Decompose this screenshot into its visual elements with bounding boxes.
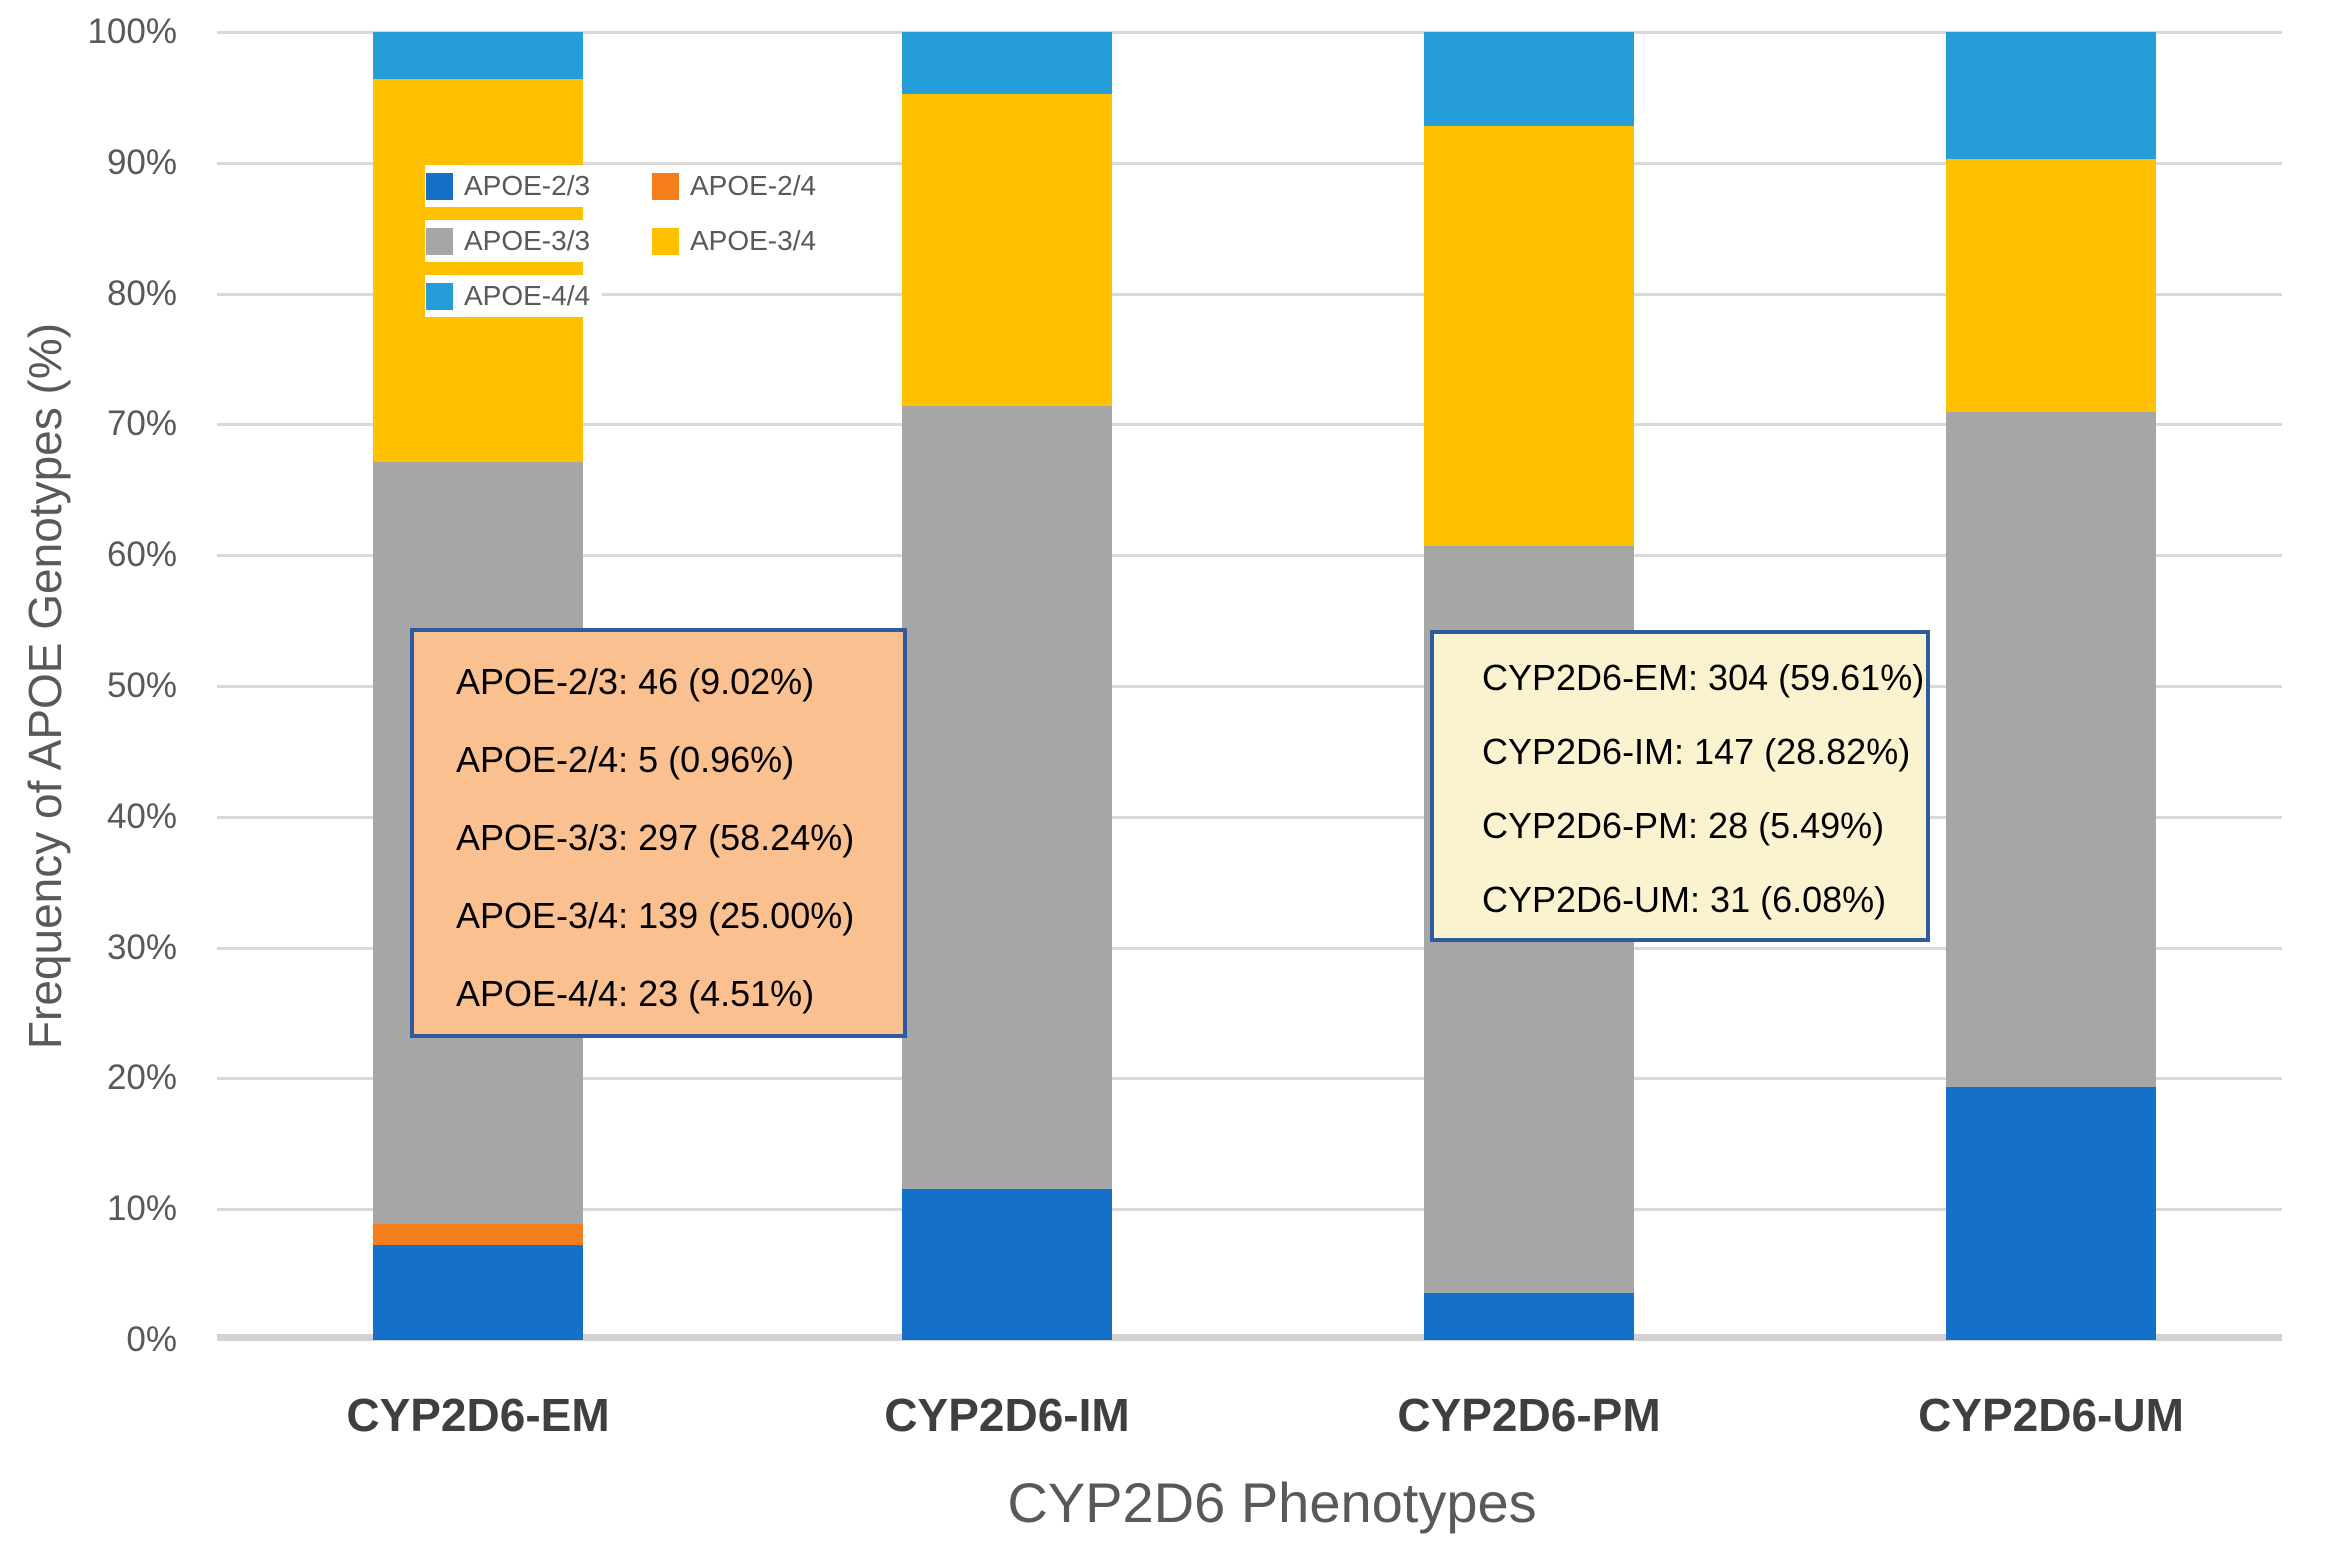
x-category-labels: CYP2D6-EM CYP2D6-IM CYP2D6-PM CYP2D6-UM xyxy=(0,1388,2338,1448)
gridline-30 xyxy=(217,946,2282,950)
gridline-60 xyxy=(217,554,2282,558)
y-tick-label-70: 70% xyxy=(106,404,177,444)
cyp2d6-annotation-line-4: CYP2D6-UM: 31 (6.08%) xyxy=(1482,879,1887,920)
x-axis-title: CYP2D6 Phenotypes xyxy=(1007,1471,1537,1534)
segment-apoe-2/4-cyp2d6-em xyxy=(373,1223,583,1246)
legend-item-apoe-3/3: APOE-3/3 xyxy=(426,225,652,257)
legend-swatch-apoe-2/3 xyxy=(426,172,453,200)
legend-label: APOE-2/3 xyxy=(464,170,591,201)
y-tick-label-0: 0% xyxy=(126,1320,177,1359)
segment-apoe-2/3-cyp2d6-em xyxy=(373,1245,583,1340)
x-category-label-cyp2d6-em: CYP2D6-EM xyxy=(346,1389,610,1441)
gridline-40 xyxy=(217,815,2282,819)
y-tick-label-90: 90% xyxy=(106,142,177,182)
bar-cyp2d6-im xyxy=(902,32,1112,1340)
gridline-90 xyxy=(217,161,2282,165)
legend-item-apoe-3/4: APOE-3/4 xyxy=(652,225,816,257)
segment-apoe-2/3-cyp2d6-im xyxy=(902,1188,1112,1340)
legend-item-apoe-2/4: APOE-2/4 xyxy=(652,170,816,202)
apoe-annotation-line-4: APOE-3/4: 139 (25.00%) xyxy=(456,895,855,936)
segment-apoe-2/3-cyp2d6-um xyxy=(1946,1086,2156,1340)
legend-swatch-apoe-3/3 xyxy=(426,227,453,255)
x-category-label-cyp2d6-um: CYP2D6-UM xyxy=(1918,1389,2184,1441)
segment-apoe-3/4-cyp2d6-um xyxy=(1946,158,2156,412)
legend-swatch-apoe-3/4 xyxy=(652,227,679,255)
apoe-annotation-line-2: APOE-2/4: 5 (0.96%) xyxy=(456,739,795,780)
plot-area: APOE-2/3 APOE-2/4 APOE-3/3 APOE-3/4 APOE-4/4… xyxy=(217,31,2282,1341)
y-tick-label-20: 20% xyxy=(106,1058,177,1098)
segment-apoe-3/4-cyp2d6-pm xyxy=(1424,125,1634,546)
gridline-20 xyxy=(217,1077,2282,1081)
legend-swatch-apoe-2/4 xyxy=(652,172,679,200)
cyp2d6-annotation-line-1: CYP2D6-EM: 304 (59.61%) xyxy=(1482,657,1925,698)
gridline-100 xyxy=(217,31,2282,34)
gridline-70 xyxy=(217,423,2282,427)
x-category-label-cyp2d6-im: CYP2D6-IM xyxy=(884,1389,1130,1441)
x-category-label-cyp2d6-pm: CYP2D6-PM xyxy=(1397,1389,1661,1441)
legend-item-apoe-2/3: APOE-2/3 xyxy=(426,170,652,202)
apoe-annotation-line-5: APOE-4/4: 23 (4.51%) xyxy=(456,973,815,1014)
cyp2d6-annotation-line-3: CYP2D6-PM: 28 (5.49%) xyxy=(1482,805,1885,846)
apoe-annotation-line-3: APOE-3/3: 297 (58.24%) xyxy=(456,817,855,858)
gridline-80 xyxy=(217,292,2282,296)
legend-label: APOE-3/4 xyxy=(690,225,817,256)
y-tick-label-60: 60% xyxy=(106,535,177,575)
legend-row-2: APOE-3/3 APOE-3/4 xyxy=(425,220,829,262)
legend-row-3: APOE-4/4 xyxy=(425,275,603,317)
gridline-0 xyxy=(217,1334,2282,1341)
y-tick-label-10: 10% xyxy=(106,1189,177,1229)
legend-label: APOE-2/4 xyxy=(690,170,817,201)
segment-apoe-2/3-cyp2d6-pm xyxy=(1424,1293,1634,1340)
legend-label: APOE-4/4 xyxy=(464,280,591,311)
gridline-10 xyxy=(217,1208,2282,1212)
segment-apoe-4/4-cyp2d6-pm xyxy=(1424,32,1634,126)
bar-cyp2d6-um xyxy=(1946,32,2156,1340)
y-tick-label-30: 30% xyxy=(106,927,177,967)
legend-row-1: APOE-2/3 APOE-2/4 xyxy=(425,165,829,207)
segment-apoe-4/4-cyp2d6-um xyxy=(1946,32,2156,159)
y-tick-label-100: 100% xyxy=(87,12,177,51)
cyp2d6-annotation-line-2: CYP2D6-IM: 147 (28.82%) xyxy=(1482,731,1911,772)
legend-item-apoe-4/4: APOE-4/4 xyxy=(426,280,590,312)
legend-swatch-apoe-4/4 xyxy=(426,282,453,310)
segment-apoe-3/4-cyp2d6-im xyxy=(902,94,1112,406)
segment-apoe-3/4-cyp2d6-em xyxy=(373,79,583,463)
segment-apoe-3/3-cyp2d6-im xyxy=(902,405,1112,1189)
legend-label: APOE-3/3 xyxy=(464,225,591,256)
segment-apoe-4/4-cyp2d6-em xyxy=(373,32,583,80)
y-tick-label-40: 40% xyxy=(106,796,177,836)
gridline-50 xyxy=(217,685,2282,688)
cyp2d6-annotation-box: CYP2D6-EM: 304 (59.61%) CYP2D6-IM: 147 (2… xyxy=(1430,630,1930,942)
segment-apoe-3/3-cyp2d6-um xyxy=(1946,411,2156,1087)
apoe-annotation-line-1: APOE-2/3: 46 (9.02%) xyxy=(456,661,815,702)
y-tick-label-50: 50% xyxy=(106,666,177,705)
apoe-annotation-box: APOE-2/3: 46 (9.02%) APOE-2/4: 5 (0.96%) A… xyxy=(410,628,907,1038)
segment-apoe-4/4-cyp2d6-im xyxy=(902,32,1112,95)
y-axis-title: Frequency of APOE Genotypes (%) xyxy=(19,322,71,1050)
y-tick-label-80: 80% xyxy=(106,273,177,313)
legend: APOE-2/3 APOE-2/4 APOE-3/3 APOE-3/4 APOE-4/4 xyxy=(425,165,829,330)
